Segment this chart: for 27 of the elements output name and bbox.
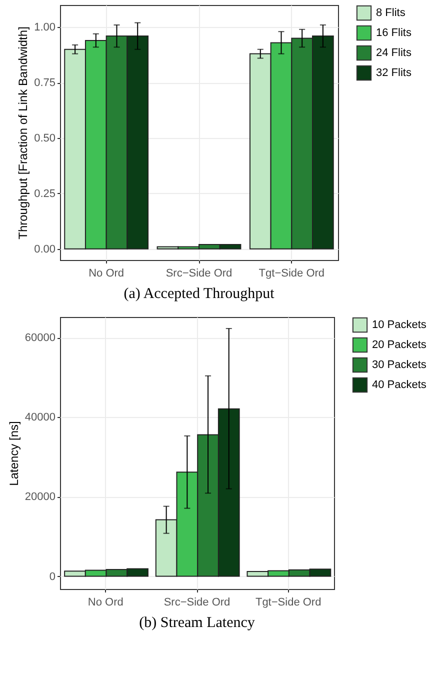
x-tick-label: Src−Side Ord bbox=[166, 268, 232, 280]
y-axis-title: Latency [ns] bbox=[6, 421, 21, 486]
y-tick-label: 40000 bbox=[24, 412, 56, 424]
text: (b) Stream Latency bbox=[139, 615, 256, 631]
text: (a) Accepted Throughput bbox=[124, 286, 276, 302]
y-tick-label: 0.25 bbox=[34, 188, 56, 200]
y-tick-label: 20000 bbox=[24, 491, 56, 504]
y-tick-label: 0.00 bbox=[34, 243, 56, 256]
x-tick-label: No Ord bbox=[88, 596, 124, 608]
legend-label: 16 Flits bbox=[376, 27, 412, 39]
y-tick-label: 1.00 bbox=[34, 22, 56, 34]
legend-label: 40 Packets bbox=[372, 379, 427, 391]
legend-label: 30 Packets bbox=[372, 359, 427, 371]
x-tick-label: Tgt−Side Ord bbox=[258, 268, 325, 280]
legend-label: 32 Flits bbox=[376, 67, 412, 79]
x-tick-label: Src−Side Ord bbox=[164, 596, 230, 608]
y-tick-label: 60000 bbox=[24, 332, 56, 344]
y-axis-title: Throughput [Fraction of Link Bandwidth] bbox=[16, 26, 30, 240]
legend-label: 8 Flits bbox=[376, 7, 406, 19]
y-tick-label: 0.75 bbox=[34, 77, 56, 90]
legend-label: 10 Packets bbox=[372, 319, 427, 331]
y-tick-label: 0 bbox=[49, 570, 56, 583]
x-tick-label: Tgt−Side Ord bbox=[255, 596, 322, 608]
legend-label: 20 Packets bbox=[372, 339, 427, 351]
legend-label: 24 Flits bbox=[376, 47, 412, 59]
x-tick-label: No Ord bbox=[88, 268, 124, 280]
y-tick-label: 0.50 bbox=[34, 132, 56, 145]
